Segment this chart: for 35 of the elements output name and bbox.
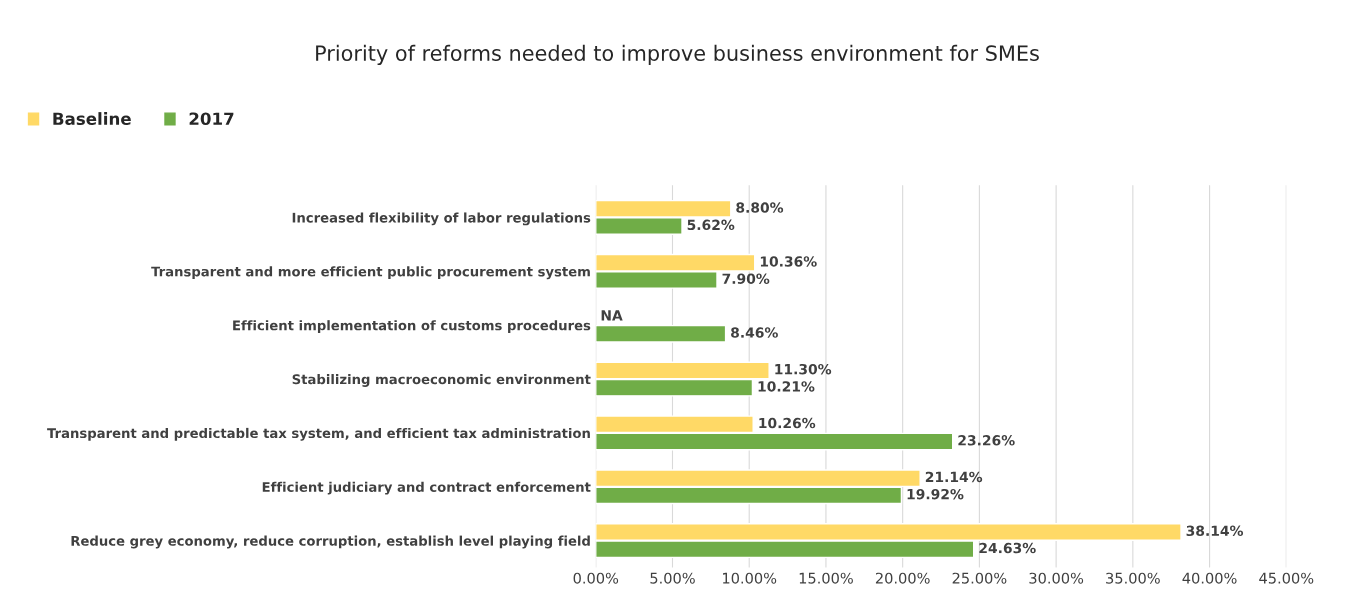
data-label: 8.80%	[736, 202, 784, 213]
x-tick-label: 15.00%	[799, 572, 853, 584]
legend-label: Baseline	[53, 112, 131, 126]
data-label: 24.63%	[979, 542, 1036, 554]
x-tick-label: 20.00%	[875, 572, 930, 584]
bar	[595, 324, 727, 343]
x-tick-label: 40.00%	[1182, 572, 1237, 584]
chart-title: Priority of reforms needed to improve business environment for SMEs	[316, 44, 1039, 66]
y-tick-label: Efficient judiciary and contract enforcement	[262, 481, 591, 495]
legend-label: 2017	[189, 112, 234, 126]
y-tick-label: Transparent and predictable tax system, and efficient tax administration	[47, 427, 590, 441]
y-tick-label: Increased flexibility of labor regulations	[292, 212, 591, 226]
y-tick-label: Efficient implementation of customs procedures	[233, 320, 591, 333]
x-tick-label: 5.00%	[650, 572, 695, 584]
data-label: 7.90%	[722, 273, 770, 284]
y-tick-label: Transparent and more efficient public procurement system	[151, 266, 590, 280]
y-tick-label: Reduce grey economy, reduce corruption, establish level playing field	[71, 535, 590, 549]
x-tick-label: 25.00%	[952, 572, 1007, 584]
data-label: 19.92%	[907, 488, 964, 500]
x-tick-label: 30.00%	[1029, 572, 1084, 584]
x-tick-label: 0.00%	[573, 572, 619, 584]
data-label: 10.21%	[758, 381, 815, 392]
data-label: 23.26%	[958, 435, 1015, 446]
data-label: 10.26%	[759, 417, 816, 429]
y-tick-label: Stabilizing macroeconomic environment	[292, 374, 591, 387]
data-label: 11.30%	[775, 363, 832, 375]
data-label: 21.14%	[925, 471, 983, 483]
x-tick-label: 35.00%	[1106, 572, 1160, 584]
x-tick-label: 45.00%	[1259, 572, 1314, 584]
data-label: 10.36%	[760, 256, 817, 267]
data-label: 5.62%	[687, 219, 735, 231]
text: NA	[601, 310, 623, 321]
x-tick-label: 10.00%	[723, 572, 777, 584]
data-label: 8.46%	[731, 327, 778, 338]
data-label: 38.14%	[1186, 525, 1244, 537]
